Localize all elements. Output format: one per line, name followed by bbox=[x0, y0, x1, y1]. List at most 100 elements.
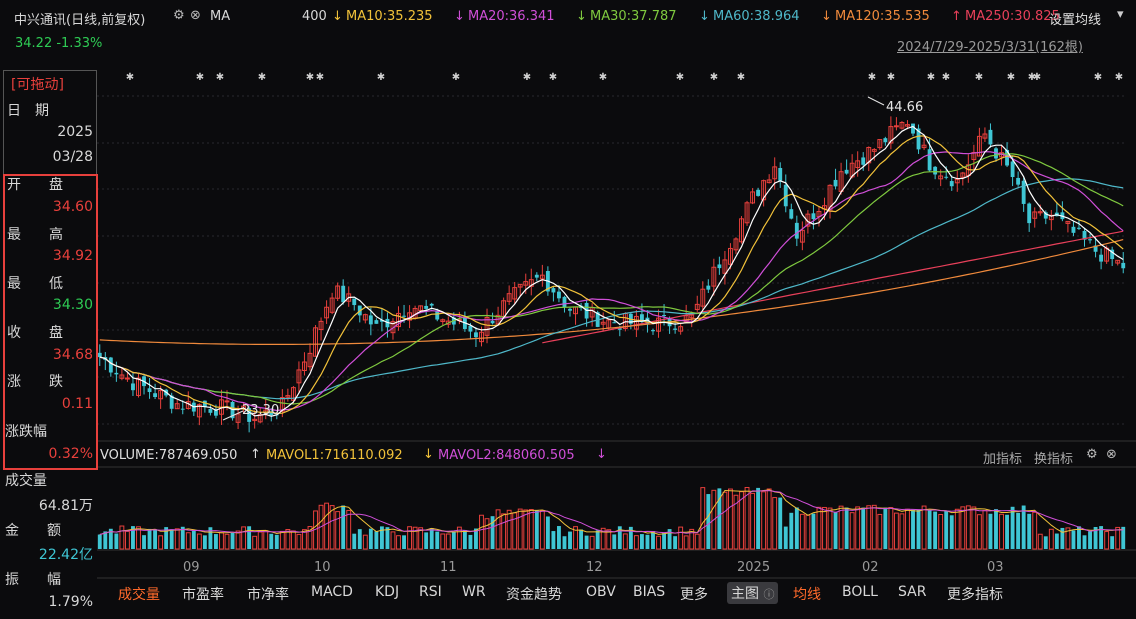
candle-body bbox=[1021, 180, 1026, 204]
ma120-line bbox=[99, 239, 1124, 345]
volume-bar bbox=[545, 516, 550, 549]
candle-body bbox=[927, 149, 932, 171]
volume-bar bbox=[534, 510, 539, 549]
volume-bar bbox=[568, 531, 572, 549]
candle-body bbox=[512, 287, 518, 300]
volume-bar bbox=[114, 533, 119, 549]
candle-body bbox=[944, 176, 949, 178]
volume-bar bbox=[717, 488, 722, 549]
x-tick: 02 bbox=[862, 560, 879, 575]
tab-sar[interactable]: SAR bbox=[898, 584, 927, 600]
volume-bar bbox=[1048, 528, 1054, 550]
settings-gear-icon[interactable]: ⚙ bbox=[173, 8, 185, 23]
ma-value-item: MA20:36.341 bbox=[468, 9, 555, 24]
volume-bar bbox=[893, 512, 899, 550]
candle-body bbox=[1043, 212, 1048, 219]
open-value: 34.60 bbox=[52, 199, 93, 215]
bar-info-panel[interactable]: [可拖动] 日 期 2025 03/28 开 盘 34.60 最 高 34.92… bbox=[3, 70, 98, 615]
volume-bar bbox=[766, 488, 772, 550]
event-marker: ✱ bbox=[452, 72, 460, 83]
ma-value-item: MA120:35.535 bbox=[835, 9, 930, 24]
volume-bar bbox=[1093, 527, 1098, 549]
tab-bias[interactable]: BIAS bbox=[633, 584, 666, 600]
volume-bar bbox=[302, 529, 307, 550]
volume-bar bbox=[606, 529, 612, 550]
candle-body bbox=[617, 328, 622, 330]
tab-macd[interactable]: MACD bbox=[311, 584, 353, 600]
chevron-down-icon[interactable]: ▾ bbox=[1117, 7, 1124, 22]
volume-bar bbox=[744, 486, 750, 550]
candle-body bbox=[108, 357, 113, 373]
volume-bar bbox=[861, 507, 866, 549]
candle-body bbox=[911, 123, 915, 134]
volume-bar bbox=[528, 509, 534, 550]
candle-body bbox=[523, 281, 529, 286]
volume-bar bbox=[1077, 526, 1081, 549]
volume-bar bbox=[202, 535, 207, 549]
volume-readout: VOLUME:787469.050 bbox=[100, 448, 238, 463]
candle-body bbox=[528, 279, 534, 287]
candle-body bbox=[1048, 214, 1054, 221]
tab-kdj[interactable]: KDJ bbox=[375, 584, 400, 600]
ma-arrow-icon: ↓ bbox=[332, 9, 343, 24]
volume-settings-gear-icon[interactable]: ⚙ bbox=[1086, 447, 1098, 462]
tab-more[interactable]: 更多 bbox=[680, 587, 708, 603]
event-marker: ✱ bbox=[126, 72, 134, 83]
tab-ma[interactable]: 均线 bbox=[793, 587, 821, 603]
switch-indicator-button[interactable]: 换指标 bbox=[1034, 452, 1074, 467]
candle-body bbox=[235, 413, 241, 423]
tab-more-indicators[interactable]: 更多指标 bbox=[947, 587, 1003, 603]
tab-volume[interactable]: 成交量 bbox=[118, 587, 160, 603]
volume-bar bbox=[1071, 530, 1076, 549]
candle-body bbox=[1093, 245, 1098, 252]
volume-bar bbox=[827, 507, 833, 550]
ma-settings-button[interactable]: 设置均线 bbox=[1049, 13, 1102, 28]
tab-pe[interactable]: 市盈率 bbox=[182, 587, 224, 603]
candle-body bbox=[562, 296, 567, 308]
candle-body bbox=[396, 312, 401, 328]
trough-label: 23.30 bbox=[242, 403, 280, 418]
event-marker: ✱ bbox=[927, 72, 935, 83]
candle-body bbox=[247, 408, 252, 422]
tab-wr[interactable]: WR bbox=[462, 584, 486, 600]
tab-rsi[interactable]: RSI bbox=[419, 584, 442, 600]
low-label: 最 低 bbox=[7, 276, 63, 292]
volume-bar bbox=[573, 526, 578, 550]
volume-bar bbox=[252, 535, 258, 550]
volume-bar bbox=[595, 530, 600, 549]
volume-bar bbox=[651, 531, 655, 549]
help-icon[interactable]: ⓘ bbox=[763, 588, 775, 601]
tab-pb[interactable]: 市净率 bbox=[247, 587, 289, 603]
candle-body bbox=[888, 126, 894, 144]
candle-body bbox=[147, 388, 152, 393]
candle-body bbox=[418, 305, 424, 311]
drag-handle[interactable] bbox=[3, 70, 97, 97]
volume-bar bbox=[589, 535, 595, 550]
candle-body bbox=[119, 374, 125, 379]
candle-body bbox=[893, 125, 899, 128]
ma-arrow-icon: ↓ bbox=[454, 9, 465, 24]
candle-body bbox=[728, 247, 733, 265]
volume-bar bbox=[362, 534, 368, 550]
volume-bar bbox=[838, 505, 844, 550]
candle-body bbox=[954, 178, 960, 184]
candle-body bbox=[479, 331, 484, 343]
date-range[interactable]: 2024/7/29-2025/3/31(162根) bbox=[897, 40, 1083, 55]
amount-value: 22.42亿 bbox=[38, 547, 93, 563]
candle-body bbox=[335, 285, 341, 299]
tab-boll[interactable]: BOLL bbox=[842, 584, 878, 600]
volume-close-icon[interactable]: ⊗ bbox=[1106, 447, 1117, 462]
volume-bar bbox=[396, 535, 401, 550]
volume-bar bbox=[1027, 513, 1032, 549]
volume-bar bbox=[1032, 511, 1038, 550]
tab-obv[interactable]: OBV bbox=[586, 584, 616, 600]
tab-fund-trend[interactable]: 资金趋势 bbox=[506, 587, 562, 603]
main-chart-button[interactable]: 主图 ⓘ bbox=[727, 582, 779, 604]
close-icon[interactable]: ⊗ bbox=[190, 8, 201, 23]
add-indicator-button[interactable]: 加指标 bbox=[983, 452, 1023, 467]
volume-bar bbox=[794, 507, 799, 549]
volume-bar bbox=[230, 532, 235, 549]
volume-bar bbox=[584, 535, 589, 549]
volume-bar bbox=[622, 533, 628, 550]
